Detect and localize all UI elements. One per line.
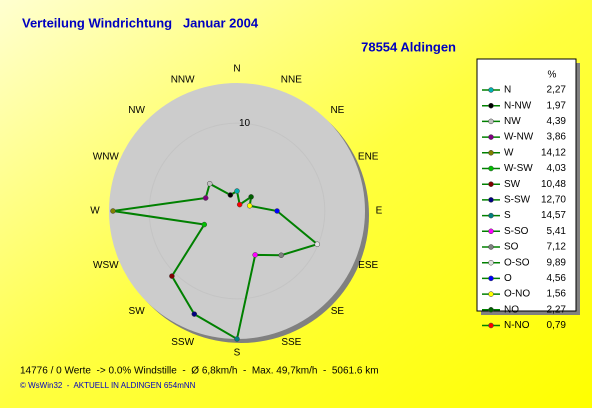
legend-marker bbox=[488, 259, 494, 266]
direction-label: W bbox=[90, 206, 100, 217]
direction-label: ESE bbox=[358, 260, 378, 271]
direction-label: E bbox=[376, 206, 383, 217]
data-point bbox=[227, 192, 234, 198]
data-point bbox=[234, 336, 240, 342]
legend-value: 9,89 bbox=[547, 257, 567, 268]
legend-marker bbox=[488, 118, 494, 125]
data-point bbox=[234, 188, 240, 194]
legend-value: 1,56 bbox=[547, 289, 567, 300]
data-point bbox=[236, 201, 243, 208]
legend-marker bbox=[488, 275, 494, 282]
data-point bbox=[202, 195, 209, 201]
data-point bbox=[252, 252, 258, 258]
data-point bbox=[110, 208, 116, 214]
chart-subtitle: 78554 Aldingen bbox=[361, 39, 456, 54]
legend-marker bbox=[488, 150, 494, 156]
data-point bbox=[278, 252, 284, 258]
direction-label: NE bbox=[330, 105, 344, 116]
legend-marker bbox=[488, 102, 494, 109]
data-point bbox=[248, 194, 254, 200]
footer: 14776 / 0 Werte -> 0.0% Windstille - Ø 6… bbox=[20, 366, 379, 377]
direction-label: S bbox=[234, 348, 241, 359]
direction-label: NW bbox=[128, 105, 145, 116]
legend-label: O-SO bbox=[504, 257, 530, 268]
legend-marker bbox=[488, 244, 494, 250]
direction-label: WNW bbox=[93, 151, 120, 162]
legend-label: W bbox=[504, 147, 514, 158]
legend-value: 14,57 bbox=[541, 210, 566, 221]
legend-marker bbox=[488, 134, 494, 140]
legend-marker bbox=[488, 322, 494, 329]
data-point bbox=[191, 311, 198, 317]
legend-label: S bbox=[504, 210, 511, 221]
legend-label: N-NW bbox=[504, 100, 532, 111]
legend-value: 2,27 bbox=[547, 304, 567, 315]
legend-value: 4,03 bbox=[547, 163, 567, 174]
legend-box bbox=[476, 58, 577, 312]
data-point bbox=[246, 203, 253, 209]
data-point bbox=[314, 241, 321, 247]
legend-value: 2,27 bbox=[547, 85, 567, 96]
direction-label: NNW bbox=[171, 74, 195, 85]
data-point bbox=[274, 208, 280, 214]
legend-value: 10,48 bbox=[541, 179, 566, 190]
legend-label: W-SW bbox=[504, 163, 533, 174]
data-point bbox=[169, 273, 175, 279]
legend-label: O-NO bbox=[504, 289, 530, 300]
direction-label: SW bbox=[129, 306, 146, 317]
legend-marker bbox=[488, 197, 494, 203]
legend-marker bbox=[488, 181, 494, 187]
legend-value: 4,39 bbox=[547, 116, 567, 127]
legend-value: 3,86 bbox=[547, 132, 567, 143]
direction-label: SSE bbox=[281, 337, 301, 348]
data-point bbox=[201, 221, 208, 228]
legend-label: S-SO bbox=[504, 226, 529, 237]
direction-label: WSW bbox=[93, 260, 119, 271]
direction-label: N bbox=[233, 64, 240, 75]
legend-value: 0,79 bbox=[547, 320, 567, 331]
legend-label: SW bbox=[504, 179, 521, 190]
legend-marker bbox=[488, 87, 494, 93]
legend-value: 4,56 bbox=[547, 273, 567, 284]
legend-marker bbox=[488, 165, 494, 172]
r-tick-label: 10 bbox=[239, 118, 251, 129]
legend-value: 14,12 bbox=[541, 147, 566, 158]
legend-marker bbox=[488, 291, 494, 297]
legend-label: SO bbox=[504, 242, 519, 253]
grid-circle bbox=[148, 122, 326, 300]
direction-label: ENE bbox=[358, 151, 379, 162]
legend-value: 1,97 bbox=[547, 100, 567, 111]
legend-value: 12,70 bbox=[541, 195, 566, 206]
legend-label: NO bbox=[504, 304, 519, 315]
direction-label: SSW bbox=[171, 337, 194, 348]
legend-title: % bbox=[548, 70, 557, 81]
legend-marker bbox=[488, 212, 494, 219]
legend-label: N bbox=[504, 85, 511, 96]
footer-credit: © WsWin32 - AKTUELL IN ALDINGEN 654mNN bbox=[20, 381, 196, 390]
legend-label: O bbox=[504, 273, 512, 284]
legend-marker bbox=[488, 307, 494, 313]
legend-label: N-NO bbox=[504, 320, 530, 331]
plot-area bbox=[109, 83, 365, 339]
direction-label: NNE bbox=[281, 74, 302, 85]
data-point bbox=[206, 180, 213, 187]
legend-label: NW bbox=[504, 116, 521, 127]
direction-label: SE bbox=[331, 306, 345, 317]
chart-title: Verteilung Windrichtung Januar 2004 bbox=[22, 15, 259, 30]
legend-value: 5,41 bbox=[547, 226, 567, 237]
legend-label: W-NW bbox=[504, 132, 534, 143]
legend-value: 7,12 bbox=[547, 242, 567, 253]
legend-label: S-SW bbox=[504, 195, 531, 206]
legend-marker bbox=[488, 228, 494, 235]
